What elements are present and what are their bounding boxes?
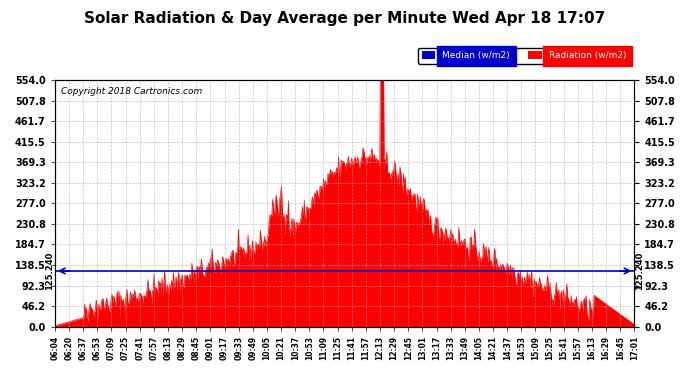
Text: Copyright 2018 Cartronics.com: Copyright 2018 Cartronics.com [61,87,202,96]
Text: Solar Radiation & Day Average per Minute Wed Apr 18 17:07: Solar Radiation & Day Average per Minute… [84,11,606,26]
Text: 125.240: 125.240 [46,252,55,290]
Legend: Median (w/m2), Radiation (w/m2): Median (w/m2), Radiation (w/m2) [418,48,630,64]
Text: 125.240: 125.240 [635,252,644,290]
